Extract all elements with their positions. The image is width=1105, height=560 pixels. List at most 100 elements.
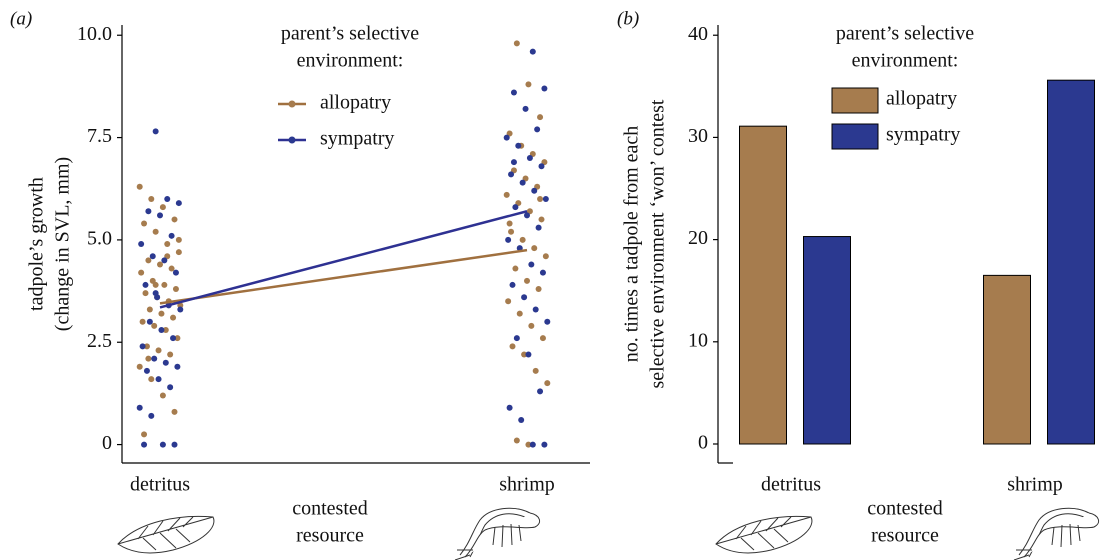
x-tick-label: detritus	[761, 474, 821, 496]
data-point	[170, 335, 177, 342]
data-point	[535, 286, 542, 293]
data-point	[513, 40, 520, 47]
data-point	[538, 163, 545, 170]
data-point	[510, 89, 517, 96]
data-point	[158, 310, 165, 317]
x-tick-label: shrimp	[1007, 474, 1063, 496]
data-point	[542, 253, 549, 260]
data-point	[531, 245, 538, 252]
y-axis-label: tadpole’s growth	[26, 177, 48, 311]
y-tick-label: 2.5	[87, 330, 112, 352]
data-point	[151, 322, 158, 329]
data-point	[159, 392, 166, 399]
data-point	[155, 376, 162, 383]
data-point	[522, 105, 529, 112]
data-point	[139, 318, 146, 325]
data-point	[528, 322, 535, 329]
data-point	[161, 257, 168, 264]
data-point	[515, 142, 522, 149]
data-point	[171, 441, 178, 448]
data-point	[145, 257, 152, 264]
data-point	[136, 363, 143, 370]
x-tick-label: detritus	[130, 474, 190, 496]
x-axis-label: resource	[296, 525, 364, 547]
data-point	[526, 155, 533, 162]
data-point	[513, 335, 520, 342]
data-point	[174, 335, 181, 342]
data-point	[503, 134, 510, 141]
data-point	[541, 85, 548, 92]
y-axis-label: selective environment ‘won’ contest	[647, 99, 669, 388]
x-axis-label: resource	[871, 525, 939, 547]
data-point	[508, 171, 515, 178]
data-point	[516, 310, 523, 317]
data-point	[503, 191, 510, 198]
data-point	[157, 261, 163, 268]
y-tick-label: 40	[688, 23, 708, 45]
y-axis-label: no. times a tadpole from each	[621, 126, 643, 363]
data-point	[539, 269, 546, 276]
data-point	[508, 228, 515, 235]
legend-dot	[288, 136, 296, 144]
data-point	[535, 224, 542, 231]
data-point	[506, 220, 513, 227]
data-point	[161, 281, 168, 288]
panel-label: (b)	[617, 8, 639, 29]
data-point	[171, 408, 178, 415]
data-point	[505, 298, 512, 305]
data-point	[512, 265, 519, 272]
data-point	[175, 249, 182, 256]
data-point	[145, 355, 152, 362]
data-point	[141, 441, 148, 448]
data-point	[509, 281, 516, 288]
data-point	[177, 306, 184, 313]
mean-line	[159, 210, 528, 309]
data-point	[151, 355, 158, 362]
data-point	[525, 81, 532, 88]
shrimp-icon	[454, 507, 541, 560]
data-point	[139, 343, 146, 350]
data-point	[148, 195, 155, 202]
data-point	[172, 286, 179, 293]
y-tick-label: 0	[698, 432, 708, 454]
data-point	[159, 204, 166, 211]
data-point	[146, 318, 153, 325]
data-point	[172, 269, 179, 276]
x-axis-label: contested	[292, 498, 368, 520]
data-point	[170, 314, 177, 321]
data-point	[162, 359, 169, 366]
data-point	[152, 228, 159, 235]
data-point	[532, 306, 539, 313]
data-point	[528, 261, 535, 268]
data-point	[175, 236, 182, 243]
data-point	[519, 179, 526, 186]
data-point	[152, 128, 159, 135]
y-axis-label: (change in SVL, mm)	[52, 157, 74, 331]
data-point	[539, 335, 546, 342]
y-tick-label: 20	[688, 227, 708, 249]
legend-label: allopatry	[886, 88, 957, 110]
data-point	[519, 236, 526, 243]
data-point	[534, 126, 541, 133]
data-point	[149, 253, 156, 260]
data-point	[542, 195, 549, 202]
leaf-icon	[715, 515, 813, 554]
legend-title: environment:	[852, 50, 959, 72]
data-point	[521, 294, 528, 301]
data-point	[164, 241, 171, 247]
panel-label: (a)	[10, 8, 32, 29]
data-point	[164, 195, 171, 202]
mean-line	[159, 248, 528, 305]
data-point	[143, 343, 150, 350]
y-tick-label: 10	[688, 329, 708, 351]
data-point	[143, 367, 150, 374]
data-point	[158, 326, 165, 333]
data-point	[513, 437, 520, 444]
data-point	[136, 183, 143, 190]
data-point	[159, 441, 166, 448]
data-point	[167, 351, 174, 358]
data-point	[138, 269, 145, 276]
data-point	[155, 347, 162, 354]
bar	[739, 125, 787, 445]
